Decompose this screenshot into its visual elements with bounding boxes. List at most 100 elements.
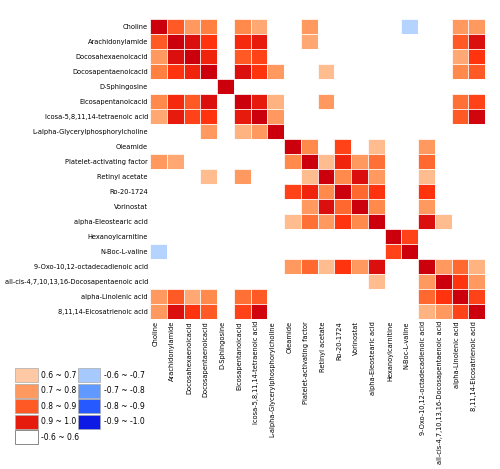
Bar xyxy=(250,184,267,199)
Bar xyxy=(167,214,184,229)
Bar xyxy=(284,79,301,94)
Bar xyxy=(234,109,250,124)
Bar xyxy=(200,304,217,319)
Bar xyxy=(318,169,334,184)
Bar xyxy=(384,79,401,94)
Bar xyxy=(267,154,284,169)
Bar xyxy=(334,79,351,94)
Bar xyxy=(284,64,301,79)
Text: -0.9 ~ -1.0: -0.9 ~ -1.0 xyxy=(104,417,145,426)
Bar xyxy=(234,34,250,49)
Bar xyxy=(200,124,217,139)
Bar xyxy=(435,259,452,274)
Bar xyxy=(217,139,234,154)
Bar xyxy=(167,34,184,49)
Bar xyxy=(435,154,452,169)
Bar xyxy=(167,124,184,139)
Bar xyxy=(351,214,368,229)
Bar xyxy=(234,244,250,259)
Bar xyxy=(334,139,351,154)
Text: -0.8 ~ -0.9: -0.8 ~ -0.9 xyxy=(104,401,145,411)
Bar xyxy=(384,124,401,139)
Bar xyxy=(418,229,435,244)
Bar xyxy=(267,214,284,229)
Bar xyxy=(234,259,250,274)
Bar xyxy=(368,304,384,319)
Bar xyxy=(334,64,351,79)
Bar xyxy=(184,19,200,34)
Bar xyxy=(184,34,200,49)
Bar xyxy=(267,139,284,154)
Bar xyxy=(435,199,452,214)
Bar xyxy=(200,19,217,34)
Bar xyxy=(418,109,435,124)
Bar xyxy=(217,289,234,304)
Bar xyxy=(301,94,318,109)
Bar xyxy=(167,274,184,289)
Bar xyxy=(452,64,468,79)
Bar xyxy=(401,259,418,274)
Bar xyxy=(468,289,485,304)
Bar xyxy=(267,304,284,319)
Bar xyxy=(217,109,234,124)
Bar xyxy=(334,304,351,319)
Bar xyxy=(184,184,200,199)
Bar xyxy=(384,214,401,229)
Bar xyxy=(468,79,485,94)
Bar xyxy=(217,94,234,109)
Bar xyxy=(384,34,401,49)
Bar xyxy=(435,49,452,64)
Bar xyxy=(384,154,401,169)
Bar xyxy=(284,124,301,139)
Bar xyxy=(234,49,250,64)
Bar xyxy=(384,229,401,244)
Bar xyxy=(401,289,418,304)
Bar xyxy=(351,79,368,94)
Bar xyxy=(167,109,184,124)
Bar xyxy=(267,94,284,109)
Bar xyxy=(452,184,468,199)
Bar xyxy=(217,49,234,64)
Bar xyxy=(284,94,301,109)
Bar xyxy=(435,94,452,109)
Bar xyxy=(250,64,267,79)
Bar xyxy=(217,274,234,289)
Bar xyxy=(452,154,468,169)
Bar xyxy=(452,214,468,229)
Bar xyxy=(318,49,334,64)
Bar xyxy=(418,49,435,64)
Bar xyxy=(250,79,267,94)
Bar xyxy=(217,124,234,139)
Bar xyxy=(200,49,217,64)
Bar xyxy=(351,154,368,169)
Bar xyxy=(384,139,401,154)
Bar xyxy=(401,274,418,289)
Bar xyxy=(234,274,250,289)
Text: -0.6 ~ 0.6: -0.6 ~ 0.6 xyxy=(42,432,80,442)
Bar xyxy=(418,19,435,34)
Bar xyxy=(167,94,184,109)
Bar xyxy=(318,214,334,229)
Bar xyxy=(468,19,485,34)
Bar xyxy=(401,244,418,259)
Bar xyxy=(184,214,200,229)
Bar xyxy=(267,289,284,304)
Bar xyxy=(334,199,351,214)
Bar xyxy=(250,49,267,64)
Bar xyxy=(284,244,301,259)
Bar xyxy=(452,94,468,109)
Text: -0.6 ~ -0.7: -0.6 ~ -0.7 xyxy=(104,371,145,380)
Bar xyxy=(167,154,184,169)
Bar xyxy=(334,244,351,259)
Bar xyxy=(217,199,234,214)
Bar xyxy=(351,304,368,319)
Bar xyxy=(301,274,318,289)
Bar xyxy=(401,109,418,124)
Bar xyxy=(184,49,200,64)
Bar xyxy=(468,109,485,124)
Bar xyxy=(200,259,217,274)
Bar xyxy=(351,259,368,274)
Bar xyxy=(284,199,301,214)
Bar xyxy=(267,109,284,124)
Bar xyxy=(318,124,334,139)
